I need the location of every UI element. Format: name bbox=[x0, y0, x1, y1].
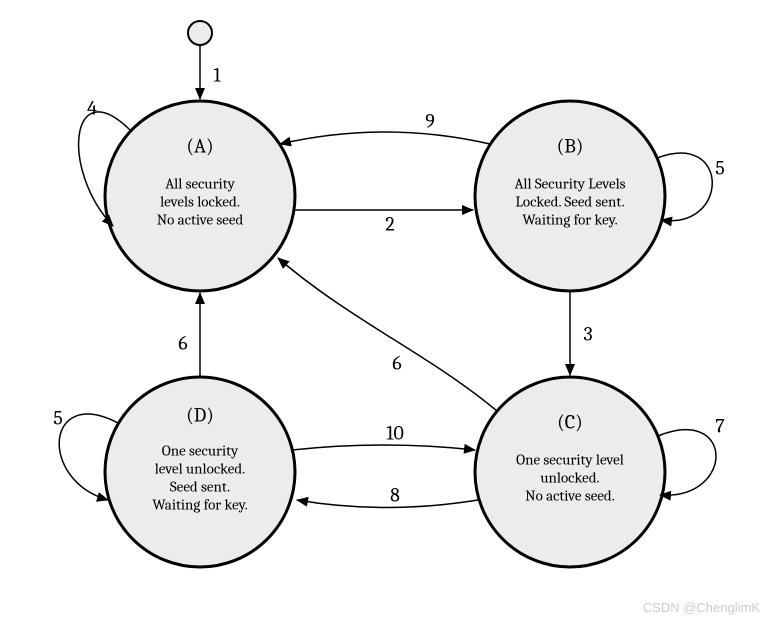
edge-5-d-label: 5 bbox=[53, 407, 63, 430]
edge-8 bbox=[297, 500, 478, 508]
state-diagram: 1 (A) All security levels locked. No act… bbox=[0, 0, 770, 622]
state-A-id: (A) bbox=[186, 135, 213, 158]
state-B-line2: Locked. Seed sent. bbox=[515, 193, 624, 211]
state-D-line2: level unlocked. bbox=[155, 460, 246, 478]
edge-8-label: 8 bbox=[390, 484, 400, 507]
state-C-line2: unlocked. bbox=[540, 469, 599, 487]
edge-7-label: 7 bbox=[715, 415, 724, 438]
watermark: CSDN @ChenglimK bbox=[643, 600, 761, 615]
state-C: (C) One security level unlocked. No acti… bbox=[475, 377, 665, 567]
state-D-line4: Waiting for key. bbox=[152, 496, 247, 514]
edge-9-label: 9 bbox=[425, 110, 435, 133]
edge-10-label: 10 bbox=[386, 422, 404, 445]
state-B: (B) All Security Levels Locked. Seed sen… bbox=[475, 101, 665, 291]
state-D: (D) One security level unlocked. Seed se… bbox=[105, 377, 295, 567]
state-A: (A) All security levels locked. No activ… bbox=[105, 101, 295, 291]
state-B-line1: All Security Levels bbox=[514, 175, 625, 193]
edge-7 bbox=[658, 430, 716, 495]
state-D-line1: One security bbox=[162, 442, 239, 460]
state-D-id: (D) bbox=[186, 404, 214, 427]
state-B-id: (B) bbox=[557, 135, 584, 158]
edge-6-da-label: 6 bbox=[178, 332, 187, 355]
state-A-line2: levels locked. bbox=[160, 193, 240, 211]
edge-9 bbox=[280, 132, 490, 144]
edge-2-label: 2 bbox=[385, 213, 394, 236]
state-C-line1: One security level bbox=[516, 451, 624, 469]
edge-10 bbox=[292, 445, 475, 450]
edge-3-label: 3 bbox=[583, 323, 592, 346]
state-C-id: (C) bbox=[557, 411, 583, 434]
edge-6-ca-label: 6 bbox=[392, 352, 401, 375]
edge-4-label: 4 bbox=[87, 97, 97, 120]
init-state bbox=[188, 21, 212, 45]
state-A-line1: All security bbox=[165, 175, 235, 193]
state-C-line3: No active seed. bbox=[525, 487, 615, 505]
state-B-line3: Waiting for key. bbox=[522, 211, 617, 229]
edge-5-b-label: 5 bbox=[715, 157, 725, 180]
state-D-line3: Seed sent. bbox=[170, 478, 230, 496]
state-A-line3: No active seed bbox=[157, 211, 244, 229]
edge-1-label: 1 bbox=[213, 64, 221, 87]
edge-6-ca bbox=[278, 258, 497, 411]
